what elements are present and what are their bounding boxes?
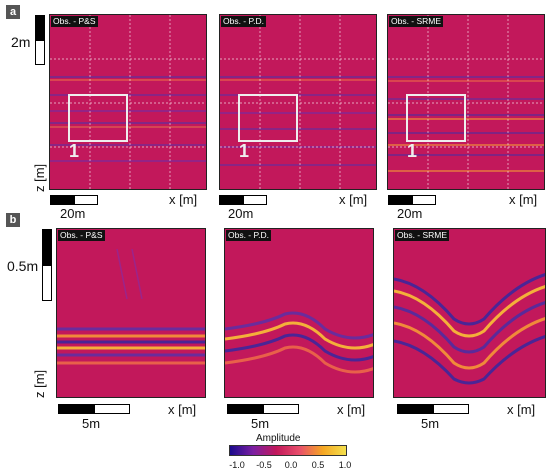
seismic-panel-b1: Obs. - P&S xyxy=(56,228,206,398)
x-axis-label-a3: x [m] xyxy=(509,192,538,207)
panel-title-b1: Obs. - P&S xyxy=(58,230,105,241)
vertical-scale-label-a: 2m xyxy=(11,34,31,50)
horizontal-scale-bar-b1 xyxy=(58,404,130,414)
panel-title-a2: Obs. - P.D. xyxy=(221,16,266,27)
horizontal-scale-bar-b2 xyxy=(227,404,299,414)
colorbar xyxy=(229,445,347,456)
highlight-box-1 xyxy=(68,94,128,142)
panel-title-b3: Obs. - SRME xyxy=(395,230,450,241)
x-axis-label-b1: x [m] xyxy=(168,402,197,417)
panel-letter-b: b xyxy=(6,213,20,227)
colorbar-tick: 1.0 xyxy=(338,460,352,470)
box-number-label: 1 xyxy=(407,141,418,161)
colorbar-tick: 0.0 xyxy=(284,460,298,470)
x-axis-label-b2: x [m] xyxy=(337,402,366,417)
horizontal-scale-bar-a3 xyxy=(388,195,436,205)
horizontal-scale-label-b1: 5m xyxy=(82,416,101,431)
colorbar-title: Amplitude xyxy=(256,433,301,444)
x-axis-label-b3: x [m] xyxy=(507,402,536,417)
box-number-label: 1 xyxy=(69,141,80,161)
horizontal-scale-bar-a1 xyxy=(50,195,98,205)
x-axis-label-a1: x [m] xyxy=(169,192,198,207)
z-axis-label-a: z [m] xyxy=(32,163,47,192)
box-number-label: 1 xyxy=(239,141,250,161)
panel-title-a3: Obs. - SRME xyxy=(389,16,444,27)
panel-letter-a: a xyxy=(6,5,20,19)
vertical-scale-bar-b xyxy=(42,229,52,301)
panel-title-a1: Obs. - P&S xyxy=(51,16,98,27)
horizontal-scale-label-a1: 20m xyxy=(60,206,86,221)
colorbar-tick: 0.5 xyxy=(311,460,325,470)
seismic-panel-a3: Obs. - SRME 1 xyxy=(387,14,545,190)
horizontal-scale-label-b2: 5m xyxy=(251,416,270,431)
horizontal-scale-bar-b3 xyxy=(397,404,469,414)
seismic-panel-b2: Obs. - P.D. xyxy=(224,228,374,398)
highlight-box-3 xyxy=(406,94,466,142)
vertical-scale-bar-a xyxy=(35,15,45,65)
horizontal-scale-label-a2: 20m xyxy=(228,206,254,221)
seismic-panel-a1: Obs. - P&S 1 xyxy=(49,14,207,190)
highlight-box-2 xyxy=(238,94,298,142)
vertical-scale-label-b: 0.5m xyxy=(7,258,39,274)
x-axis-label-a2: x [m] xyxy=(339,192,368,207)
colorbar-tick: -1.0 xyxy=(229,460,245,470)
panel-title-b2: Obs. - P.D. xyxy=(226,230,271,241)
seismic-panel-a2: Obs. - P.D. 1 xyxy=(219,14,377,190)
colorbar-tick: -0.5 xyxy=(256,460,272,470)
horizontal-scale-label-b3: 5m xyxy=(421,416,440,431)
horizontal-scale-bar-a2 xyxy=(219,195,267,205)
z-axis-label-b: z [m] xyxy=(32,369,47,398)
horizontal-scale-label-a3: 20m xyxy=(397,206,423,221)
seismic-panel-b3: Obs. - SRME xyxy=(393,228,546,398)
